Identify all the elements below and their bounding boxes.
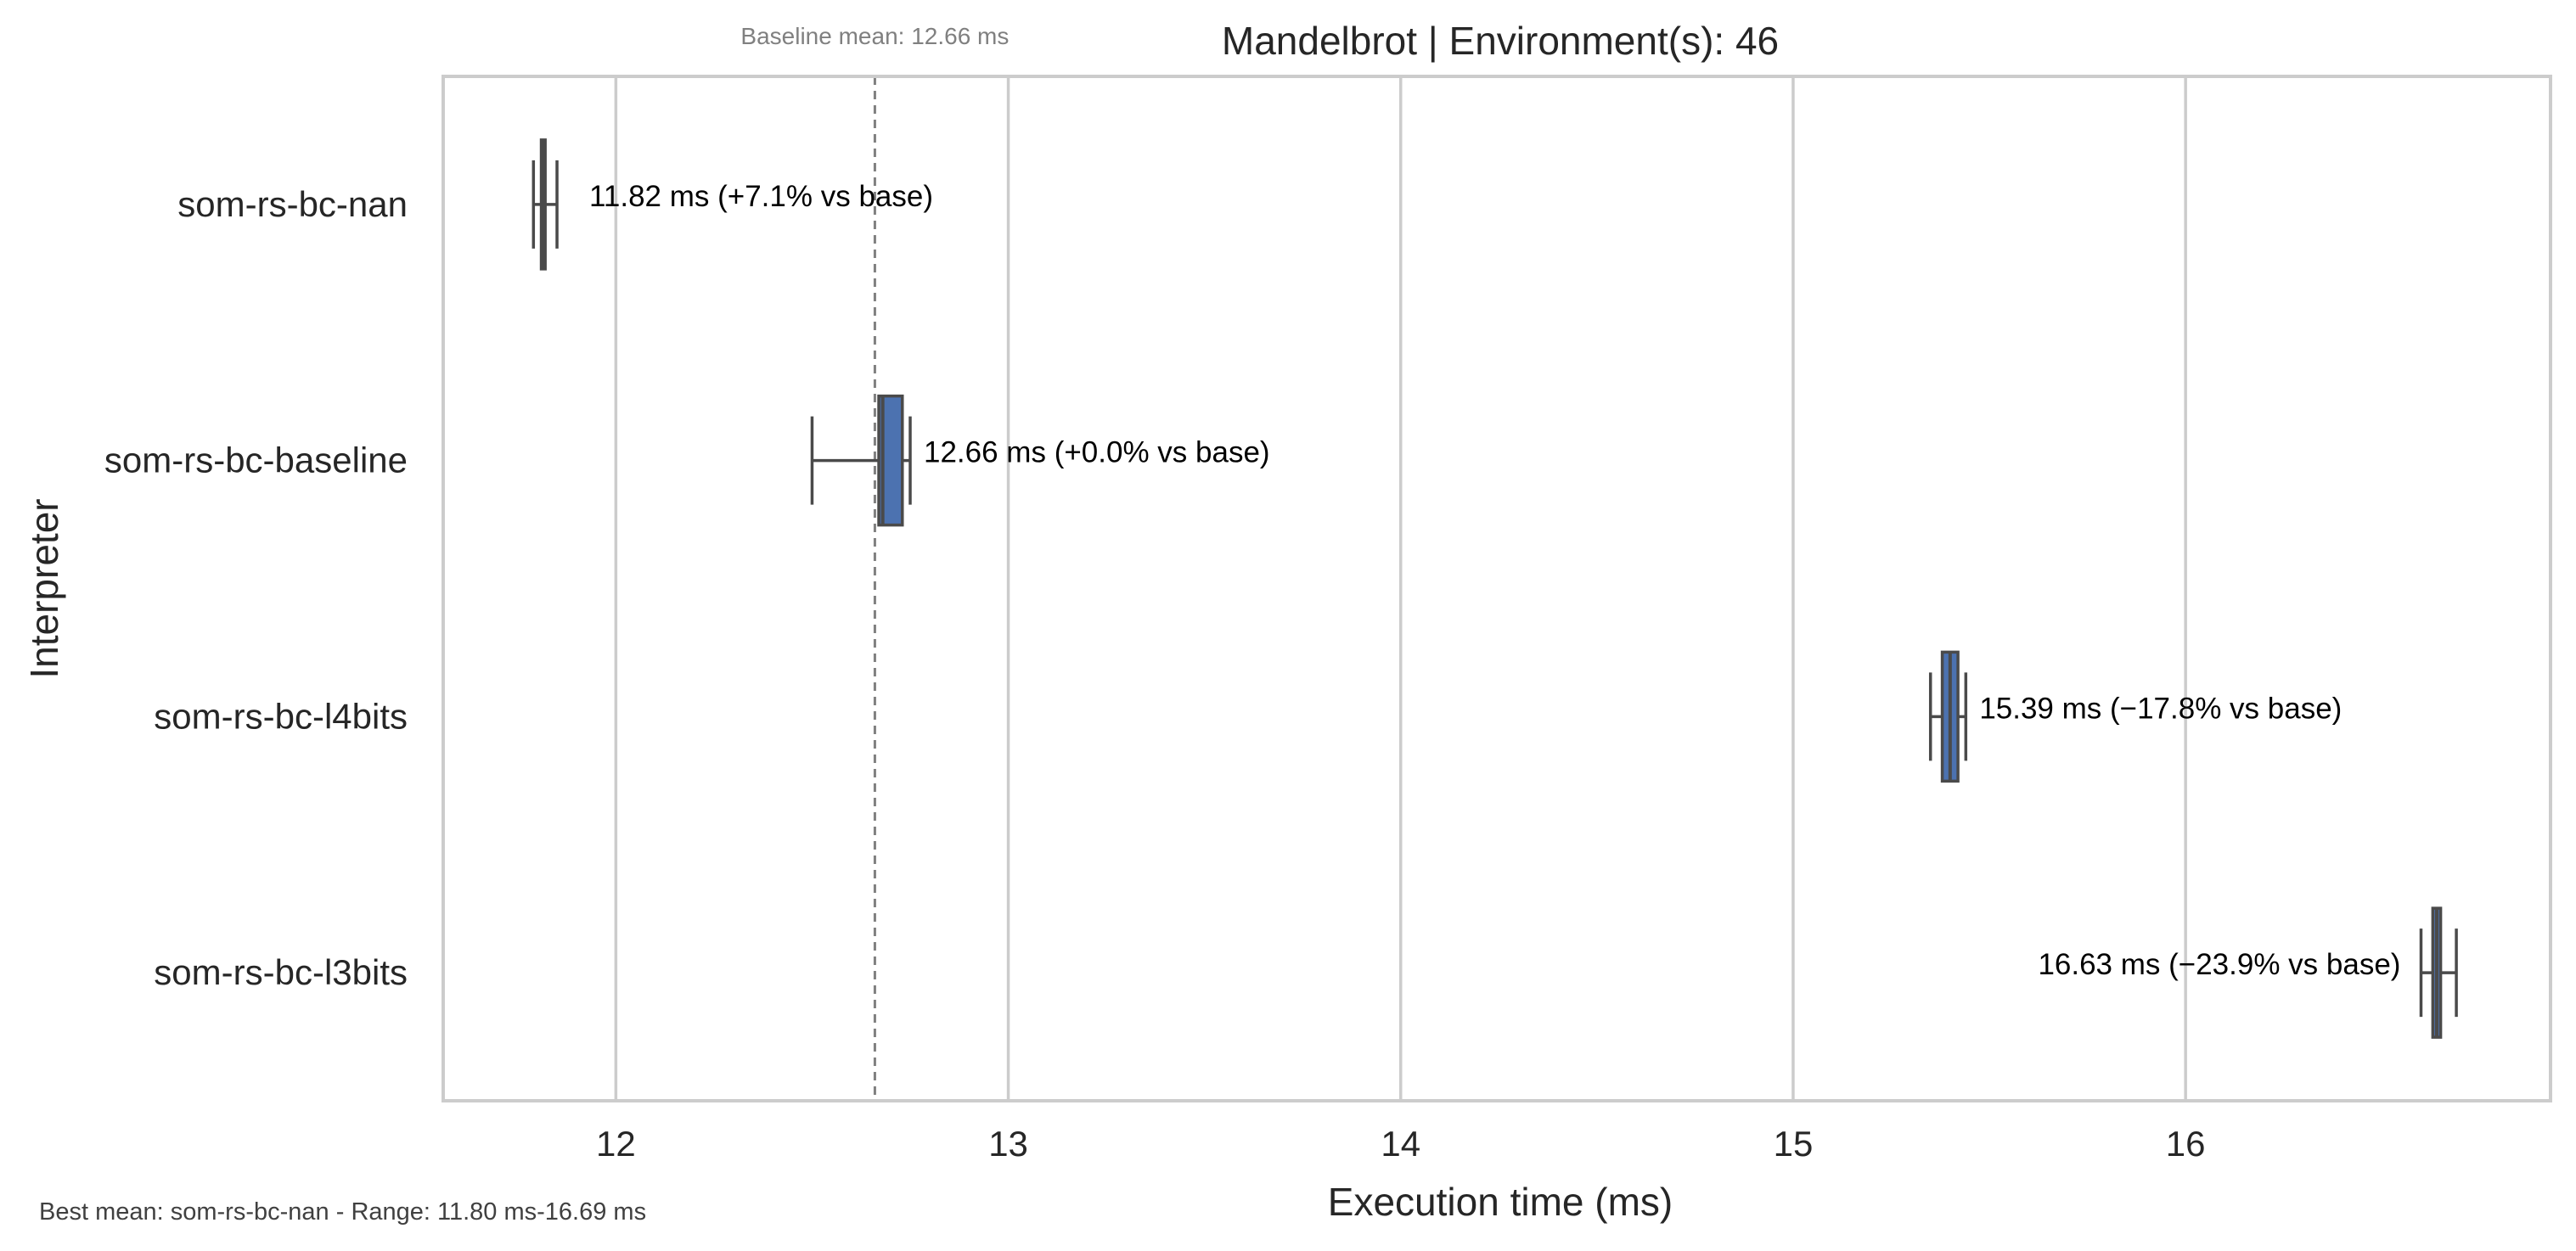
data-label-layer: 11.82 ms (+7.1% vs base) 12.66 ms (+0.0% … <box>589 180 2400 981</box>
y-tick-label: som-rs-bc-l3bits <box>154 952 408 992</box>
x-tick-label: 12 <box>596 1124 636 1164</box>
y-tick-label: som-rs-bc-nan <box>177 184 408 224</box>
x-tick-label: 16 <box>2166 1124 2206 1164</box>
best-mean-footnote: Best mean: som-rs-bc-nan - Range: 11.80 … <box>39 1198 646 1226</box>
tick-layer: 12 13 14 15 16 som-rs-bc-nan som-rs-bc-baselin… <box>104 184 2206 1164</box>
box-layer <box>532 138 2458 1039</box>
mean-annotation: 16.63 ms (−23.9% vs base) <box>2038 948 2400 981</box>
plot-frame <box>442 75 2552 1102</box>
box-som-rs-bc-l3bits <box>2419 906 2458 1039</box>
mean-annotation: 11.82 ms (+7.1% vs base) <box>589 180 933 213</box>
x-axis-label: Execution time (ms) <box>1328 1180 1673 1224</box>
baseline-layer: Baseline mean: 12.66 ms <box>740 23 1009 1101</box>
x-tick-label: 15 <box>1774 1124 1814 1164</box>
y-axis-label: Interpreter <box>22 498 66 678</box>
grid-layer <box>614 76 2187 1101</box>
baseline-mean-caption: Baseline mean: 12.66 ms <box>740 23 1009 49</box>
mean-annotation: 12.66 ms (+0.0% vs base) <box>924 436 1270 469</box>
box-som-rs-bc-baseline <box>810 394 912 527</box>
mean-annotation: 15.39 ms (−17.8% vs base) <box>1979 692 2342 725</box>
box-som-rs-bc-nan <box>532 138 559 271</box>
x-tick-label: 13 <box>988 1124 1028 1164</box>
box-som-rs-bc-l4bits <box>1928 650 1968 783</box>
x-tick-label: 14 <box>1381 1124 1420 1164</box>
y-tick-label: som-rs-bc-l4bits <box>154 696 408 736</box>
chart-title: Mandelbrot | Environment(s): 46 <box>1222 19 1779 63</box>
y-tick-label: som-rs-bc-baseline <box>104 440 408 480</box>
